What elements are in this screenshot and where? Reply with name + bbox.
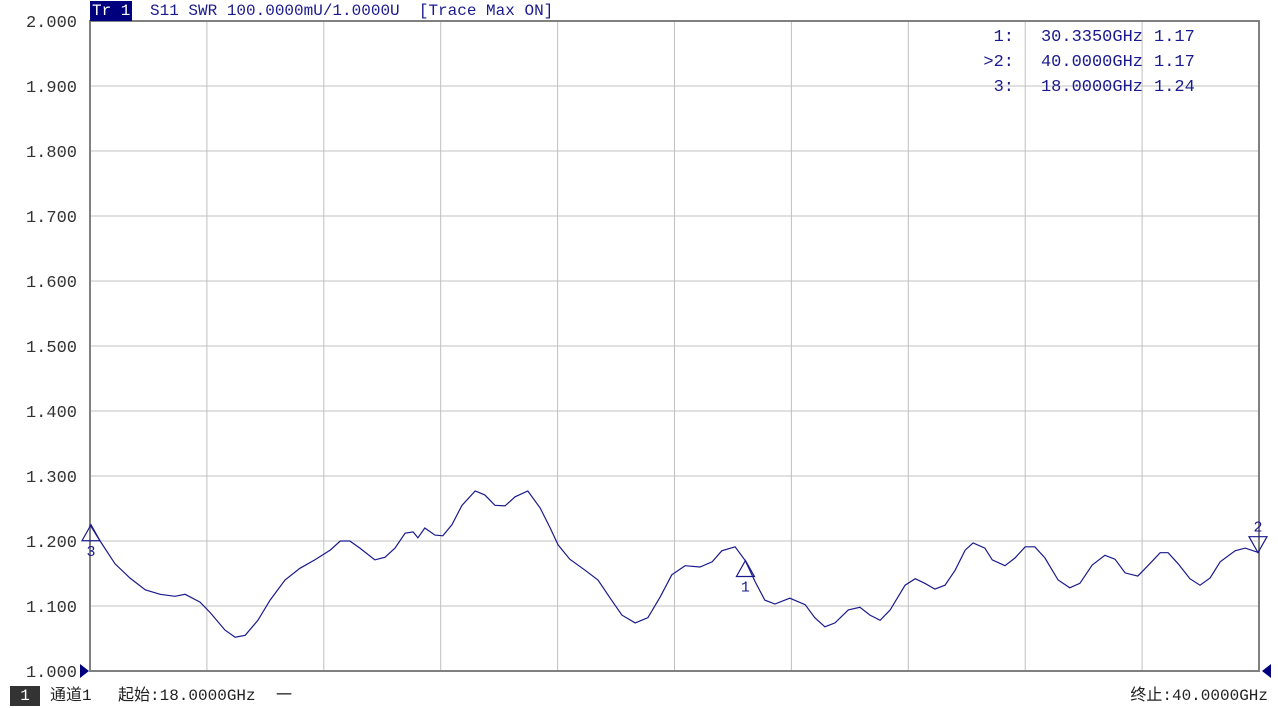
marker-2-label: 2 <box>1253 520 1262 537</box>
y-tick-label: 1.000 <box>26 664 77 683</box>
marker-1-up-triangle-icon <box>735 559 756 578</box>
marker-table-frequency: 30.3350GHz <box>1041 28 1143 47</box>
marker-table-index: 3: <box>994 78 1014 97</box>
trace-format: S11 SWR 100.0000mU/1.0000U <box>150 2 400 20</box>
y-tick-label: 1.300 <box>26 469 77 488</box>
trace-mode: [Trace Max ON] <box>418 2 554 20</box>
y-tick-label: 1.200 <box>26 534 77 553</box>
y-tick-label: 1.500 <box>26 339 77 358</box>
marker-table-frequency: 40.0000GHz <box>1041 53 1143 72</box>
channel-number[interactable]: 1 <box>10 686 40 706</box>
marker-table-frequency: 18.0000GHz <box>1041 78 1143 97</box>
y-tick-label: 1.700 <box>26 209 77 228</box>
marker-3-up-triangle-icon <box>80 523 102 542</box>
plot-border <box>89 20 1260 672</box>
stop-frequency[interactable]: 终止:40.0000GHz <box>1130 687 1268 705</box>
marker-3-label: 3 <box>86 544 95 561</box>
marker-1-label: 1 <box>741 580 750 597</box>
y-tick-label: 1.400 <box>26 404 77 423</box>
marker-table-value: 1.24 <box>1154 78 1195 97</box>
channel-label: 通道1 <box>50 687 92 705</box>
y-tick-label: 1.900 <box>26 79 77 98</box>
start-frequency[interactable]: 起始:18.0000GHz <box>118 687 256 705</box>
trace-badge[interactable]: Tr 1 <box>90 1 133 21</box>
marker-table-value: 1.17 <box>1154 28 1195 47</box>
reference-right-arrow-icon <box>1262 664 1271 678</box>
marker-table-index: >2: <box>983 53 1014 72</box>
sweep-indicator: 一 <box>276 687 293 705</box>
trace-info: S11 SWR 100.0000mU/1.0000U [Trace Max ON… <box>150 1 553 21</box>
reference-left-arrow-icon <box>80 664 89 678</box>
marker-2-down-triangle-icon <box>1247 536 1269 554</box>
y-tick-label: 1.100 <box>26 599 77 618</box>
trace-line <box>89 490 1260 638</box>
marker-table-index: 1: <box>994 28 1014 47</box>
marker-table-value: 1.17 <box>1154 53 1195 72</box>
y-tick-label: 2.000 <box>26 14 77 33</box>
y-tick-label: 1.800 <box>26 144 77 163</box>
y-tick-label: 1.600 <box>26 274 77 293</box>
